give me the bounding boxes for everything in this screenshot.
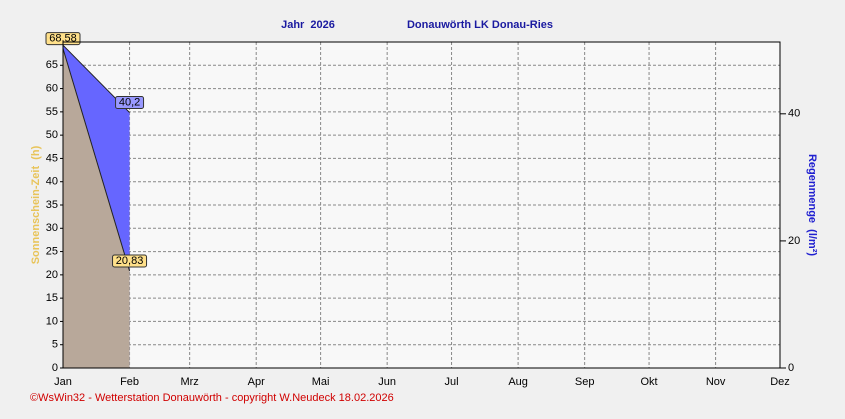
chart-title: Jahr 2026 [281, 19, 335, 31]
y2-tick-label: 0 [788, 362, 794, 374]
y-axis-label: Sonnenschein-Zeit (h) [30, 145, 42, 264]
y-tick-label: 25 [46, 245, 58, 257]
y2-tick-label: 40 [788, 108, 800, 120]
y-tick-label: 15 [46, 292, 58, 304]
y2-axis-label: Regenmenge (l/m²) [806, 154, 818, 256]
y-tick-label: 65 [46, 59, 58, 71]
x-tick-label: Jun [378, 376, 396, 388]
x-tick-label: Apr [248, 376, 265, 388]
x-tick-label: Feb [120, 376, 139, 388]
area [63, 48, 130, 368]
x-tick-label: Jul [445, 376, 459, 388]
x-tick-label: Dez [770, 376, 790, 388]
x-tick-label: Nov [706, 376, 726, 388]
x-tick-label: Mai [312, 376, 330, 388]
value-label: 40,2 [119, 96, 140, 108]
y-tick-label: 20 [46, 269, 58, 281]
y-tick-label: 35 [46, 199, 58, 211]
x-tick-label: Mrz [180, 376, 198, 388]
value-label-box [112, 254, 148, 268]
y-tick-label: 40 [46, 176, 58, 188]
plot-frame [62, 41, 781, 369]
footer: ©WsWin32 - Wetterstation Donauwörth - co… [30, 392, 394, 404]
x-tick-label: Aug [508, 376, 528, 388]
y-tick-label: 10 [46, 315, 58, 327]
y-tick-label: 0 [52, 362, 58, 374]
y-tick-label: 60 [46, 82, 58, 94]
y-tick-label: 55 [46, 106, 58, 118]
value-label: 20,83 [116, 255, 144, 267]
y-tick-label: 30 [46, 222, 58, 234]
line [62, 48, 131, 272]
y-tick-label: 50 [46, 129, 58, 141]
value-label-box [115, 96, 145, 110]
y-tick-label: 45 [46, 152, 58, 164]
y2-tick-label: 20 [788, 235, 800, 247]
x-tick-label: Sep [575, 376, 595, 388]
x-tick-label: Jan [54, 376, 72, 388]
y-tick-label: 5 [52, 339, 58, 351]
chart-subtitle: Donauwörth LK Donau-Ries [407, 19, 553, 31]
x-tick-label: Okt [640, 376, 657, 388]
